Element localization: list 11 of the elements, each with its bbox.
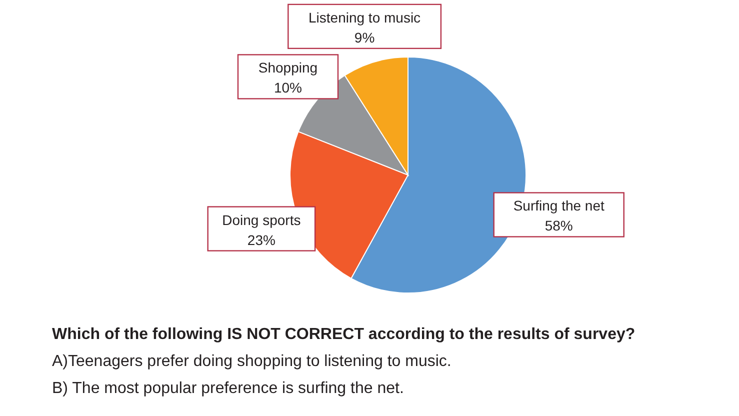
slice-label: Surfing the net <box>513 198 605 214</box>
slice-label: Doing sports <box>222 212 301 228</box>
data-label: 23% <box>247 232 276 248</box>
slice-label: Listening to music <box>308 9 421 26</box>
text: Which of the following IS NOT CORRECT according to the results of survey? <box>52 326 636 344</box>
text: A)Teenagers prefer doing shopping to listening to music. <box>52 353 452 371</box>
slice-label: Shopping <box>258 60 318 76</box>
text: B) The most popular preference is surfing the net. <box>52 380 405 398</box>
data-label: 58% <box>544 218 573 234</box>
data-label: 10% <box>274 80 302 96</box>
data-label: 9% <box>354 29 375 46</box>
